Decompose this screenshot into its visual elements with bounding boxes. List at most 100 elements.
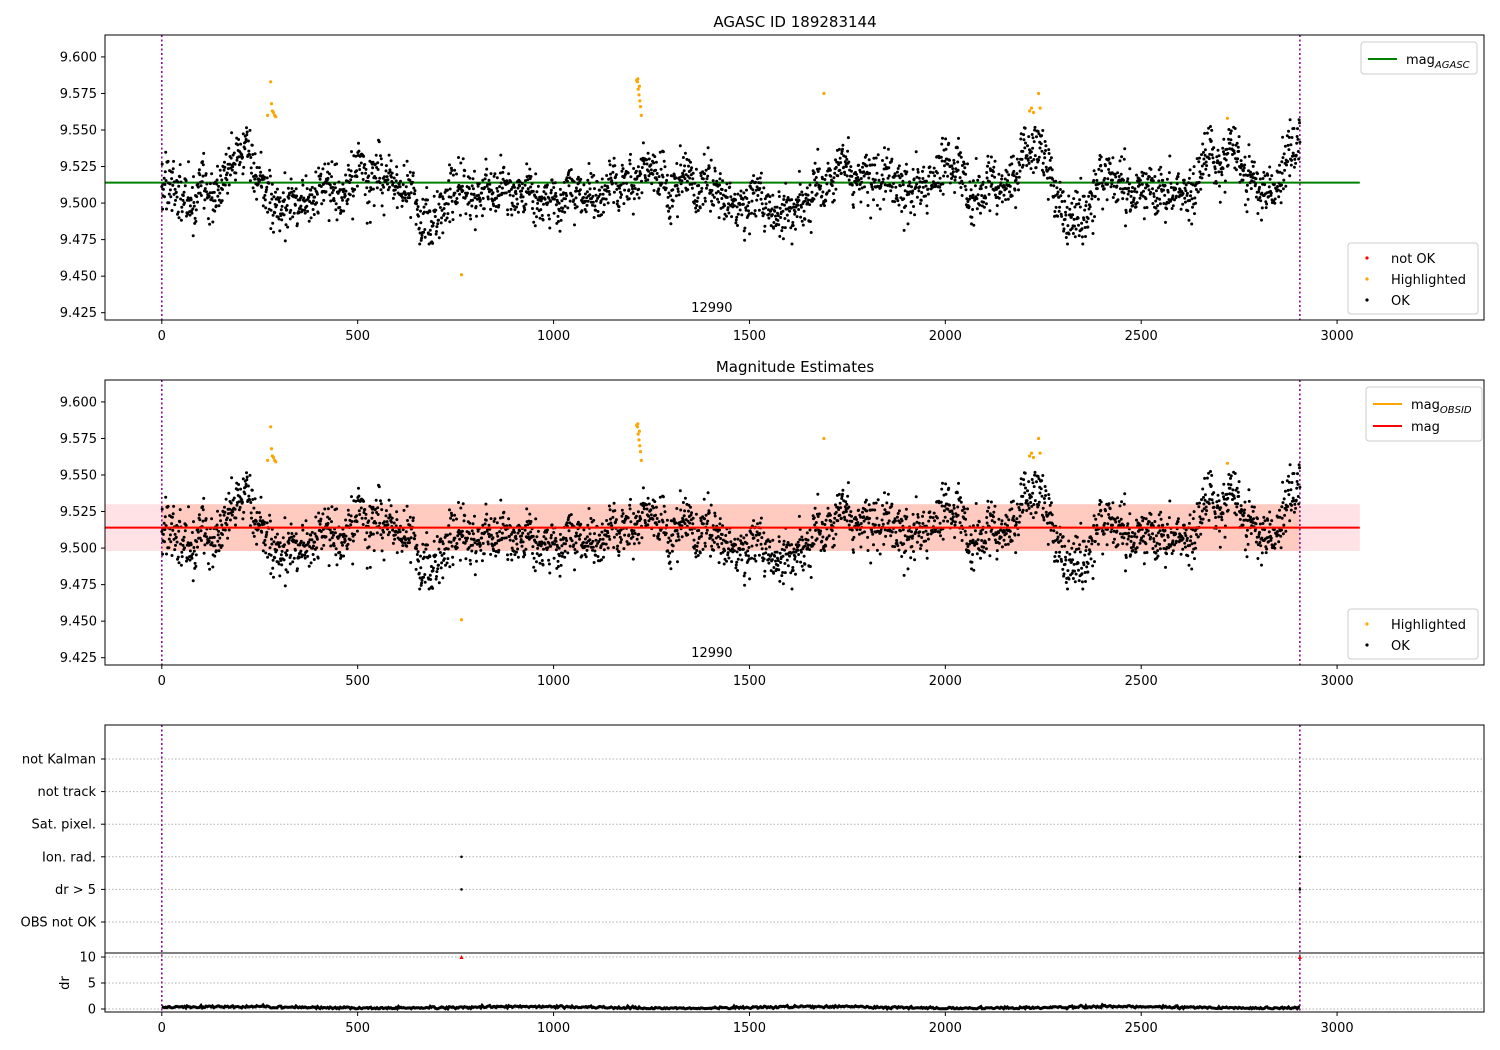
ok-point bbox=[245, 133, 249, 137]
ok-point bbox=[351, 194, 355, 198]
ok-point bbox=[546, 546, 550, 550]
ok-point bbox=[1084, 235, 1087, 238]
ok-point bbox=[620, 514, 624, 518]
ok-point bbox=[554, 191, 558, 195]
ok-point bbox=[825, 191, 829, 195]
ok-point bbox=[694, 555, 698, 559]
ok-point bbox=[208, 191, 212, 195]
ok-point bbox=[348, 181, 351, 184]
panel-1-legend-lines[interactable]: magAGASC bbox=[1360, 41, 1478, 75]
ok-point bbox=[658, 495, 662, 499]
ok-point bbox=[218, 191, 222, 195]
ok-point bbox=[1163, 184, 1167, 187]
ok-point bbox=[558, 532, 562, 536]
ok-point bbox=[206, 217, 210, 221]
ok-point bbox=[940, 487, 944, 491]
ok-point bbox=[260, 185, 264, 189]
ok-point bbox=[190, 186, 194, 189]
ok-point bbox=[585, 535, 589, 539]
ok-point bbox=[781, 209, 785, 213]
ok-point bbox=[1269, 191, 1273, 195]
ok-point bbox=[268, 519, 272, 523]
ok-point bbox=[287, 196, 291, 200]
ok-point bbox=[926, 187, 930, 191]
ok-point bbox=[507, 189, 511, 193]
ok-point bbox=[527, 192, 531, 196]
highlighted-point bbox=[637, 93, 641, 97]
ok-point bbox=[783, 217, 787, 220]
ok-point bbox=[202, 151, 206, 155]
ok-point bbox=[727, 211, 731, 215]
ok-point bbox=[703, 517, 707, 521]
ok-point bbox=[232, 496, 236, 500]
ok-point bbox=[282, 213, 286, 217]
ok-point bbox=[691, 171, 695, 175]
ok-point bbox=[191, 207, 195, 211]
ok-point bbox=[413, 534, 417, 538]
ok-point bbox=[514, 534, 518, 538]
ok-point bbox=[1020, 157, 1024, 161]
ok-point bbox=[687, 158, 691, 162]
ok-point bbox=[1254, 177, 1258, 181]
ok-point bbox=[362, 511, 366, 514]
ok-point bbox=[343, 194, 347, 198]
ok-point bbox=[844, 155, 848, 159]
ok-point bbox=[521, 531, 525, 535]
ok-point bbox=[434, 232, 438, 236]
ok-point bbox=[782, 543, 786, 546]
ok-point bbox=[425, 531, 429, 535]
ok-point bbox=[1108, 162, 1112, 166]
ok-point bbox=[395, 165, 399, 169]
ok-point bbox=[558, 187, 562, 191]
ok-point bbox=[273, 211, 277, 215]
ok-point bbox=[627, 542, 631, 546]
ok-point bbox=[741, 202, 745, 206]
ok-point bbox=[1298, 121, 1301, 125]
ok-point bbox=[563, 555, 567, 559]
ok-point bbox=[265, 185, 269, 189]
ok-point bbox=[977, 175, 981, 179]
ok-point bbox=[1207, 126, 1211, 130]
ok-point bbox=[727, 556, 731, 560]
ok-point bbox=[172, 504, 176, 508]
ok-point bbox=[408, 178, 412, 182]
ok-point bbox=[177, 216, 181, 220]
ok-point bbox=[547, 196, 551, 200]
ok-point bbox=[686, 188, 690, 192]
ok-point bbox=[263, 520, 266, 524]
ok-point bbox=[692, 201, 696, 205]
ok-point bbox=[290, 535, 293, 539]
ok-point bbox=[1296, 137, 1300, 141]
ok-point bbox=[741, 542, 745, 546]
ok-point bbox=[461, 502, 465, 506]
ok-point bbox=[374, 498, 378, 502]
ok-point bbox=[233, 162, 237, 166]
ok-point bbox=[728, 181, 732, 185]
ok-point bbox=[847, 160, 851, 164]
ok-point bbox=[632, 184, 636, 188]
ok-point bbox=[283, 584, 287, 588]
ok-point bbox=[169, 540, 173, 544]
ok-point bbox=[857, 532, 861, 536]
ok-point bbox=[482, 207, 486, 211]
ok-point bbox=[241, 155, 244, 159]
ok-point bbox=[798, 538, 802, 542]
ok-point bbox=[451, 210, 455, 214]
ok-point bbox=[803, 562, 807, 566]
ok-point bbox=[1263, 174, 1267, 178]
ok-point bbox=[654, 160, 658, 164]
ok-point bbox=[704, 513, 708, 517]
ok-point bbox=[899, 184, 902, 188]
ok-point bbox=[920, 191, 924, 194]
ok-point bbox=[1077, 202, 1081, 206]
ok-point bbox=[230, 131, 234, 135]
ok-point bbox=[484, 157, 488, 161]
ok-point bbox=[729, 195, 733, 199]
ok-point bbox=[161, 532, 165, 536]
ok-point bbox=[578, 188, 582, 192]
ok-point bbox=[776, 214, 780, 218]
ok-point bbox=[1205, 131, 1209, 135]
ok-point bbox=[1203, 131, 1207, 135]
ok-point bbox=[776, 218, 780, 222]
